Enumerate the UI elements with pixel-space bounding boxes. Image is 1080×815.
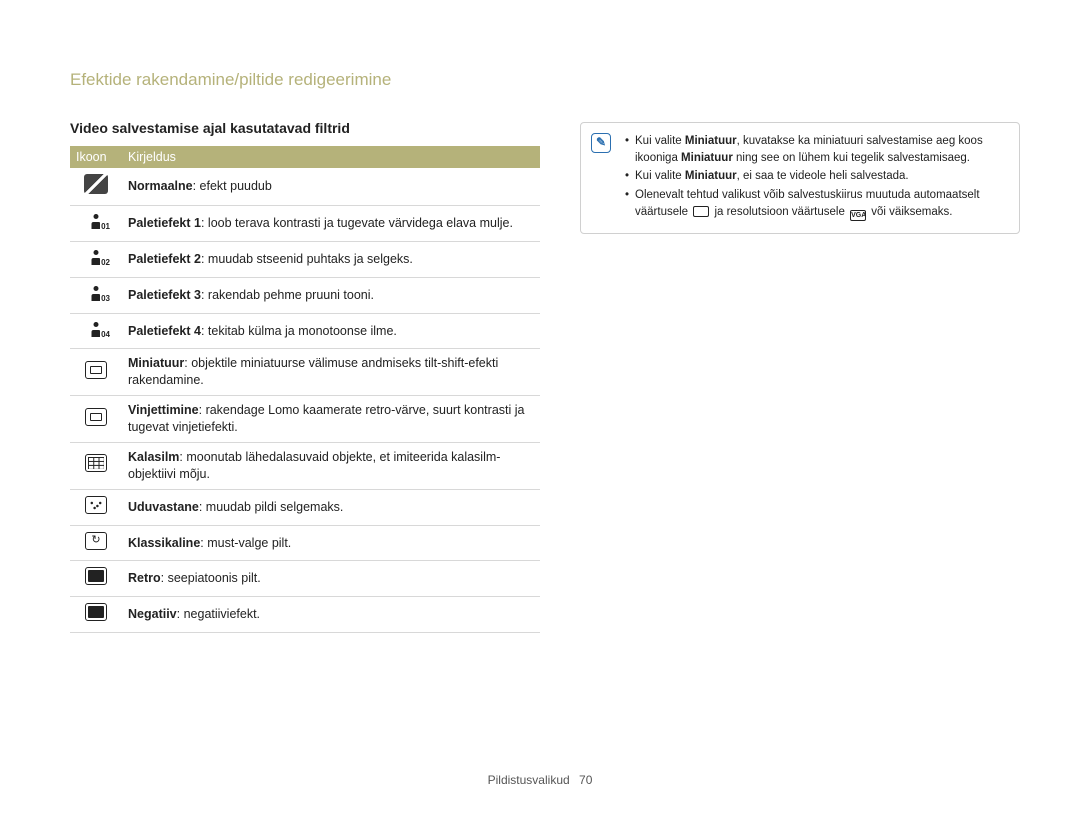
page-footer: Pildistusvalikud 70: [0, 773, 1080, 787]
table-row: Vinjettimine: rakendage Lomo kaamerate r…: [70, 396, 540, 443]
filter-icon-vignette: [85, 408, 107, 426]
filter-icon-negative: [85, 603, 107, 621]
note-list: Kui valite Miniatuur, kuvatakse ka minia…: [625, 133, 1005, 221]
table-row: Miniatuur: objektile miniatuurse välimus…: [70, 349, 540, 396]
filter-icon-miniature: [85, 361, 107, 379]
page-title: Efektide rakendamine/piltide redigeerimi…: [70, 70, 1020, 90]
filters-table: Ikoon Kirjeldus Normaalne: efekt puudub …: [70, 146, 540, 633]
table-row: Kalasilm: moonutab lähedalasuvaid objekt…: [70, 442, 540, 489]
filter-icon-palette4: 04: [85, 320, 107, 338]
note-item: Kui valite Miniatuur, ei saa te videole …: [625, 168, 1005, 185]
table-row: 03 Paletiefekt 3: rakendab pehme pruuni …: [70, 277, 540, 313]
left-column: Video salvestamise ajal kasutatavad filt…: [70, 120, 540, 633]
filters-tbody: Normaalne: efekt puudub 01 Paletiefekt 1…: [70, 168, 540, 633]
section-heading: Video salvestamise ajal kasutatavad filt…: [70, 120, 540, 136]
page-number: 70: [579, 773, 592, 787]
filter-icon-palette3: 03: [85, 284, 107, 302]
table-row: Uduvastane: muudab pildi selgemaks.: [70, 489, 540, 525]
footer-label: Pildistusvalikud: [488, 773, 570, 787]
filter-desc: Normaalne: efekt puudub: [122, 168, 540, 205]
info-icon: ✎: [591, 133, 611, 153]
filter-desc: Vinjettimine: rakendage Lomo kaamerate r…: [122, 396, 540, 443]
filter-desc: Paletiefekt 2: muudab stseenid puhtaks j…: [122, 241, 540, 277]
filter-icon-retro: [85, 567, 107, 585]
filter-desc: Paletiefekt 1: loob terava kontrasti ja …: [122, 205, 540, 241]
th-desc: Kirjeldus: [122, 146, 540, 168]
right-column: ✎ Kui valite Miniatuur, kuvatakse ka min…: [580, 120, 1020, 633]
filter-icon-off: [84, 174, 108, 194]
vga-icon: VGA: [850, 210, 866, 221]
filter-desc: Negatiiv: negatiiviefekt.: [122, 597, 540, 633]
filter-icon-palette1: 01: [85, 212, 107, 230]
filter-desc: Uduvastane: muudab pildi selgemaks.: [122, 489, 540, 525]
table-row: Klassikaline: must-valge pilt.: [70, 525, 540, 561]
filter-icon-defog: [85, 496, 107, 514]
filter-desc: Paletiefekt 3: rakendab pehme pruuni too…: [122, 277, 540, 313]
two-column-layout: Video salvestamise ajal kasutatavad filt…: [70, 120, 1020, 633]
table-row: Normaalne: efekt puudub: [70, 168, 540, 205]
note-item: Olenevalt tehtud valikust võib salvestus…: [625, 187, 1005, 221]
table-row: 01 Paletiefekt 1: loob terava kontrasti …: [70, 205, 540, 241]
table-row: Negatiiv: negatiiviefekt.: [70, 597, 540, 633]
filter-icon-fisheye: [85, 454, 107, 472]
note-box: ✎ Kui valite Miniatuur, kuvatakse ka min…: [580, 122, 1020, 234]
filter-desc: Miniatuur: objektile miniatuurse välimus…: [122, 349, 540, 396]
filter-desc: Retro: seepiatoonis pilt.: [122, 561, 540, 597]
filter-desc: Paletiefekt 4: tekitab külma ja monotoon…: [122, 313, 540, 349]
note-item: Kui valite Miniatuur, kuvatakse ka minia…: [625, 133, 1005, 166]
th-icon: Ikoon: [70, 146, 122, 168]
frame-rate-icon: [693, 206, 709, 217]
filter-desc: Kalasilm: moonutab lähedalasuvaid objekt…: [122, 442, 540, 489]
filter-icon-palette2: 02: [85, 248, 107, 266]
table-row: 04 Paletiefekt 4: tekitab külma ja monot…: [70, 313, 540, 349]
table-row: 02 Paletiefekt 2: muudab stseenid puhtak…: [70, 241, 540, 277]
filter-desc: Klassikaline: must-valge pilt.: [122, 525, 540, 561]
table-row: Retro: seepiatoonis pilt.: [70, 561, 540, 597]
filter-icon-classic: [85, 532, 107, 550]
manual-page: Efektide rakendamine/piltide redigeerimi…: [0, 0, 1080, 815]
